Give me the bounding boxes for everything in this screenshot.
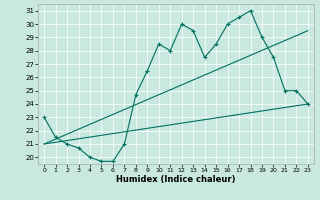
X-axis label: Humidex (Indice chaleur): Humidex (Indice chaleur): [116, 175, 236, 184]
